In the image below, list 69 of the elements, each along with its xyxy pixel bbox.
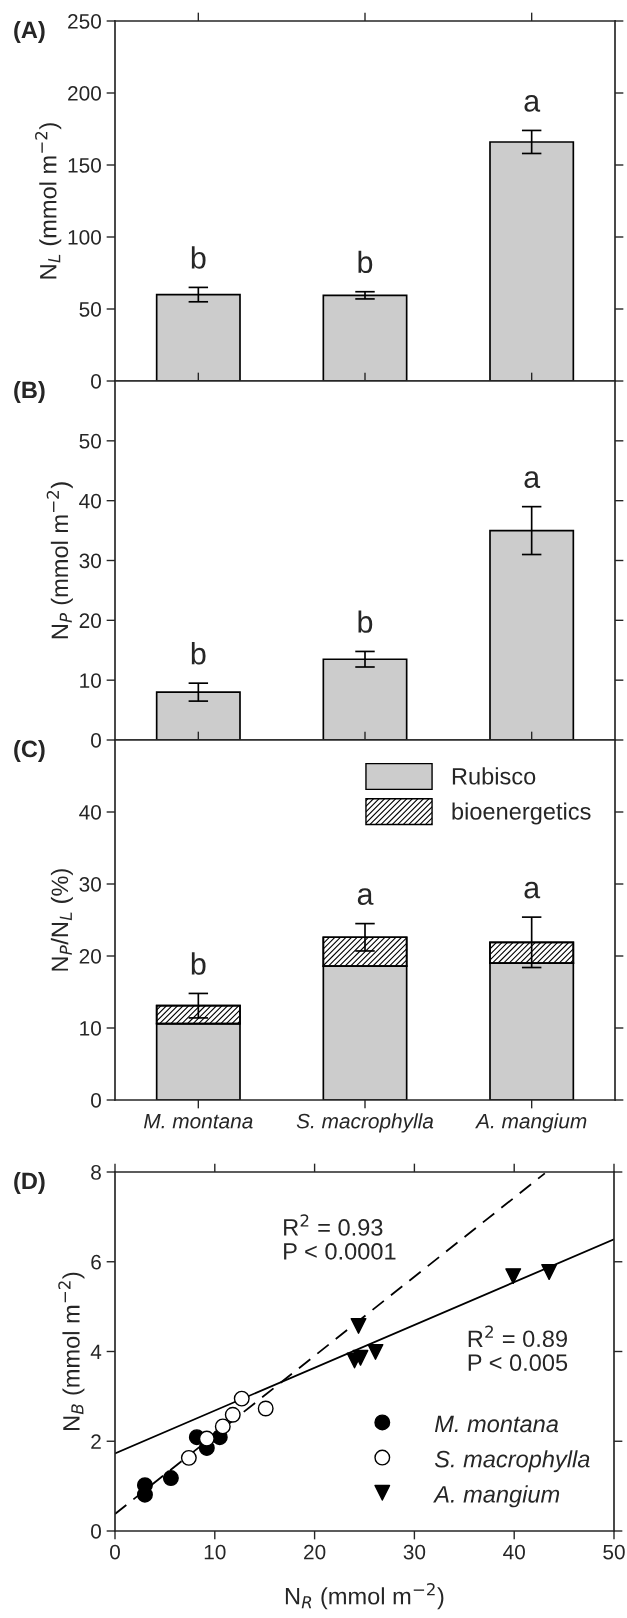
annotation: b xyxy=(191,642,206,665)
y-axis-title: N$_{L}$ (mmol m$^{−2}$) xyxy=(35,123,62,279)
y-tick-label: 100 xyxy=(68,230,101,245)
annotation: a xyxy=(357,888,374,905)
legend-label: M. montana xyxy=(434,1415,559,1433)
x-axis-title: N$_{R}$ (mmol m$^{−2}$) xyxy=(285,1583,444,1610)
point xyxy=(505,1268,522,1285)
point xyxy=(214,1418,231,1435)
y-tick-label: 40 xyxy=(79,805,101,820)
annotation: b xyxy=(191,952,206,975)
x-tick-label: 20 xyxy=(304,1544,326,1560)
point xyxy=(541,1264,558,1281)
y-tick-label: 0 xyxy=(91,374,101,389)
x-tick-label: 50 xyxy=(603,1544,625,1560)
chart-title: (A) xyxy=(14,21,45,44)
x-tick-label: 30 xyxy=(403,1544,426,1560)
point xyxy=(224,1406,241,1423)
y-tick-label: 40 xyxy=(79,493,101,509)
point xyxy=(180,1449,197,1466)
y-tick-label: 0 xyxy=(91,1524,101,1539)
annotation: b xyxy=(358,250,373,274)
x-tick-label: 10 xyxy=(204,1544,226,1560)
x-tick-label: S. macrophylla xyxy=(296,1113,434,1133)
y-tick-label: 4 xyxy=(90,1344,102,1360)
point xyxy=(352,1349,369,1366)
chart-title: (D) xyxy=(14,1172,45,1195)
legend-label: bioenergetics xyxy=(452,802,591,825)
point xyxy=(350,1317,367,1334)
y-axis-title: N$_{P}$ (mmol m$^{−2}$) xyxy=(46,482,73,639)
chart-title: (B) xyxy=(14,381,45,404)
annotation: b xyxy=(191,246,206,269)
y-tick-label: 50 xyxy=(79,433,101,449)
y-tick-label: 0 xyxy=(91,1093,101,1108)
y-tick-label: 50 xyxy=(79,302,101,317)
y-tick-label: 0 xyxy=(91,733,101,748)
y-tick-label: 30 xyxy=(79,877,101,892)
x-tick-label: A. mangium xyxy=(475,1113,587,1133)
annotation: a xyxy=(524,95,541,112)
annotation: R$^{2}$ = 0.89 P < 0.005 xyxy=(468,1325,568,1372)
y-tick-label: 2 xyxy=(91,1434,101,1449)
point xyxy=(367,1343,384,1360)
annotation: b xyxy=(358,610,373,633)
point xyxy=(257,1400,274,1417)
y-tick-label: 20 xyxy=(79,949,101,964)
chart-title: (C) xyxy=(14,740,45,763)
x-tick-label: 0 xyxy=(110,1544,120,1560)
point xyxy=(198,1430,215,1447)
y-tick-label: 8 xyxy=(91,1165,101,1180)
y-axis-title: N$_{P}$/N$_{L}$ (%) xyxy=(50,869,73,971)
bar xyxy=(322,294,408,381)
x-tick-label: 40 xyxy=(503,1544,525,1560)
x-tick-label: M. montana xyxy=(143,1113,253,1129)
y-axis-title: N$_{B}$ (mmol m$^{−2}$) xyxy=(58,1272,85,1430)
y-tick-label: 30 xyxy=(79,553,101,569)
y-tick-label: 250 xyxy=(68,14,101,29)
point xyxy=(233,1390,250,1407)
annotation: R$^{2}$ = 0.93 P < 0.0001 xyxy=(284,1214,396,1260)
y-tick-label: 6 xyxy=(91,1254,101,1270)
y-tick-label: 200 xyxy=(68,86,101,101)
annotation: a xyxy=(524,471,541,489)
y-tick-label: 10 xyxy=(80,1021,101,1036)
y-tick-label: 20 xyxy=(79,613,101,629)
legend-label: Rubisco xyxy=(452,767,536,785)
legend-label: A. mangium xyxy=(433,1485,560,1508)
point xyxy=(162,1470,179,1487)
legend-label: S. macrophylla xyxy=(434,1450,590,1473)
annotation: a xyxy=(524,881,541,899)
y-tick-label: 10 xyxy=(80,673,101,688)
y-tick-label: 150 xyxy=(68,158,101,173)
